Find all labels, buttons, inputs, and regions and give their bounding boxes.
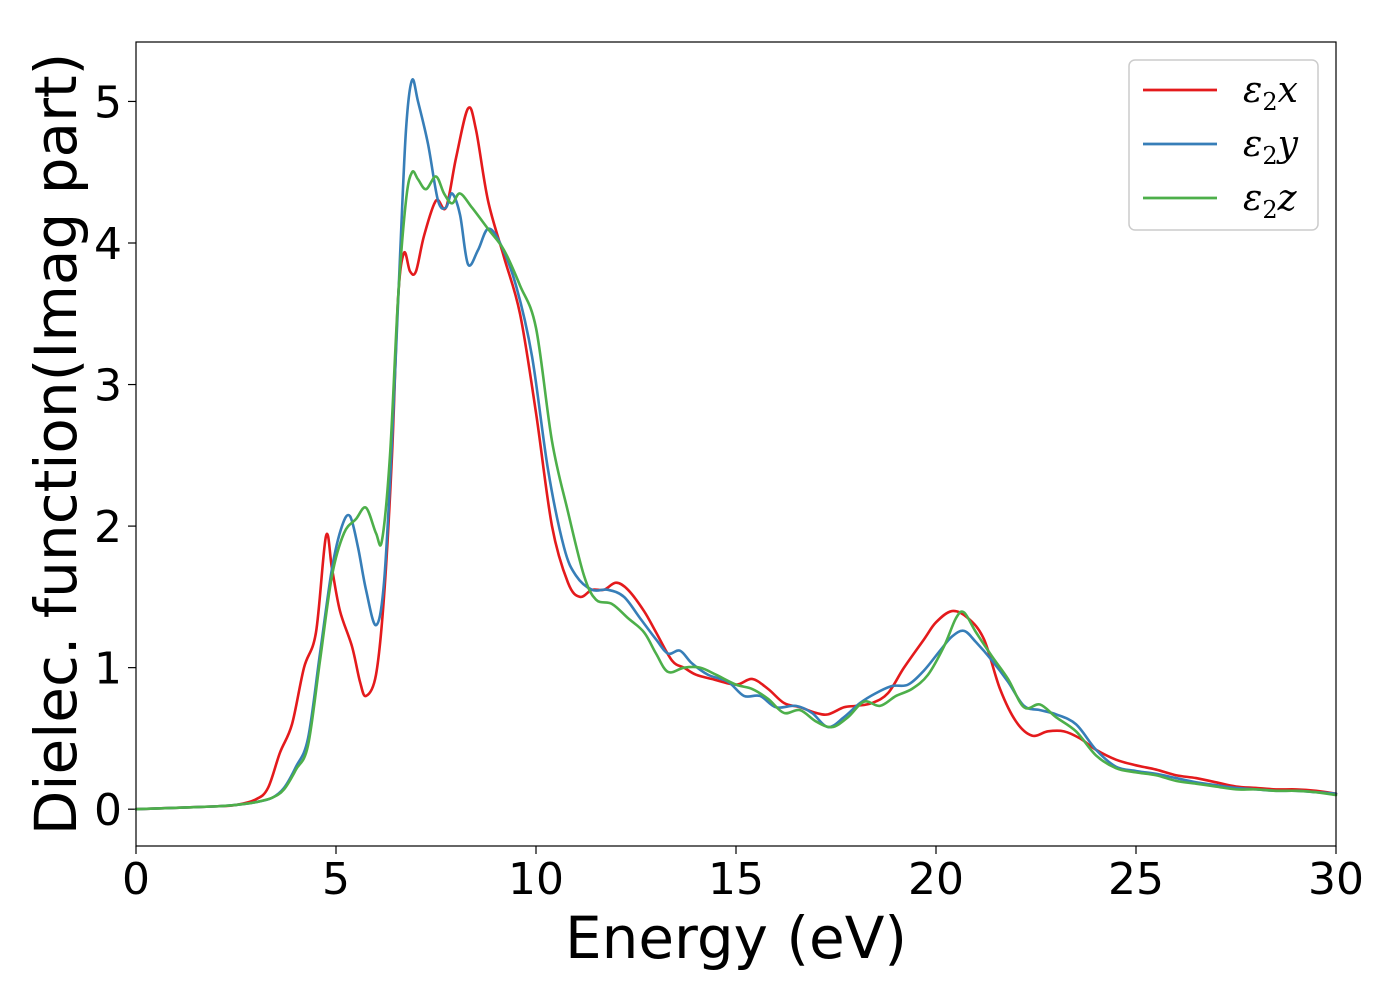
series-line-x — [134, 106, 1338, 811]
plot-series — [134, 78, 1338, 811]
x-tick-label: 0 — [122, 854, 150, 905]
x-tick-label: 30 — [1308, 854, 1364, 905]
series-line-z — [134, 170, 1338, 811]
legend-box — [1128, 59, 1319, 231]
y-tick-label: 3 — [94, 361, 122, 412]
series-line-y — [134, 78, 1338, 811]
y-axis-title: Dielec. function(Imag part) — [22, 53, 90, 836]
legend-label-y: ε2y — [1243, 124, 1299, 170]
x-tick-label: 20 — [908, 854, 964, 905]
y-tick-label: 5 — [94, 77, 122, 128]
x-tick-label: 10 — [508, 854, 564, 905]
x-tick-label: 5 — [322, 854, 350, 905]
x-tick-label: 15 — [708, 854, 764, 905]
legend: ε2x ε2y ε2z — [1128, 59, 1319, 231]
y-tick-label: 2 — [94, 502, 122, 553]
x-axis-title: Energy (eV) — [565, 904, 907, 972]
y-tick-label: 1 — [94, 644, 122, 695]
legend-label-x: ε2x — [1243, 70, 1298, 116]
y-axis-ticks: 0 1 2 3 4 5 — [94, 77, 136, 836]
plot-frame — [135, 41, 1337, 847]
x-tick-label: 25 — [1108, 854, 1164, 905]
x-axis-ticks: 0 5 10 15 20 25 30 — [122, 846, 1364, 905]
y-tick-label: 0 — [94, 785, 122, 836]
y-tick-label: 4 — [94, 219, 122, 270]
legend-label-z: ε2z — [1243, 178, 1298, 224]
